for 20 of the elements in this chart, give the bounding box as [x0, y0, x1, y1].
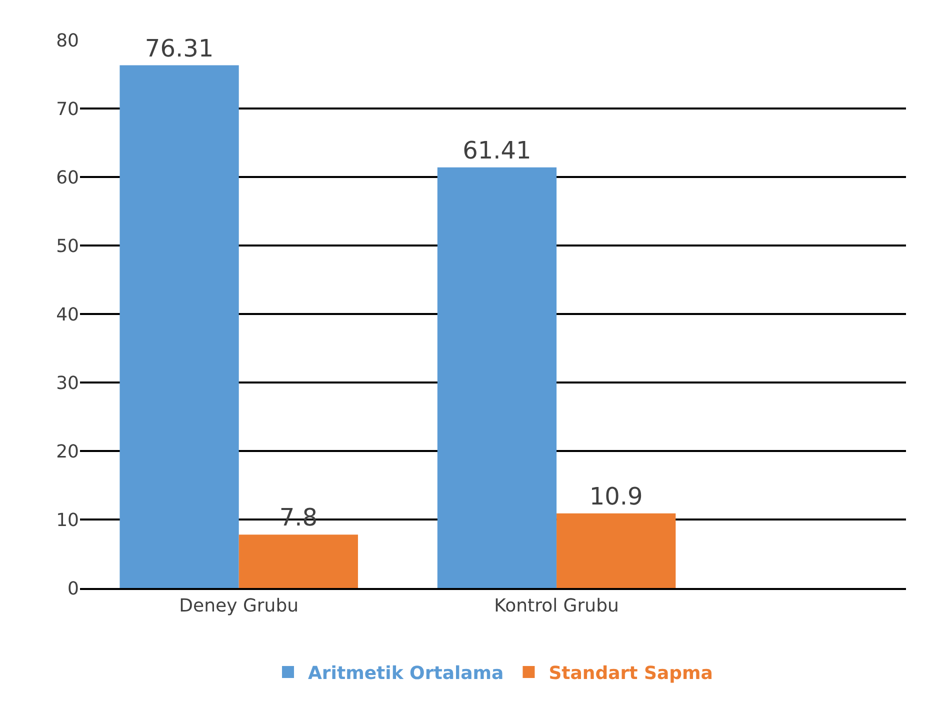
y-tick-label: 30	[56, 372, 79, 394]
legend-label: Standart Sapma	[548, 662, 713, 684]
y-tick-label: 70	[56, 98, 79, 120]
y-tick-label: 50	[56, 236, 79, 257]
data-label: 76.31	[144, 34, 214, 62]
y-tick-label: 0	[68, 578, 79, 600]
y-tick-label: 80	[56, 30, 79, 52]
x-tick-label: Deney Grubu	[179, 596, 299, 617]
x-tick-label: Kontrol Grubu	[494, 596, 619, 617]
y-tick-label: 20	[56, 441, 79, 462]
legend-label: Aritmetik Ortalama	[308, 662, 504, 684]
data-label: 10.9	[589, 482, 643, 510]
y-tick-label: 10	[56, 510, 79, 531]
bar	[120, 65, 239, 588]
data-label: 61.41	[462, 136, 532, 164]
y-tick-label: 60	[56, 167, 79, 188]
bar	[556, 513, 676, 588]
bar	[238, 534, 358, 588]
y-tick-label: 40	[56, 304, 79, 326]
bar	[437, 167, 557, 588]
